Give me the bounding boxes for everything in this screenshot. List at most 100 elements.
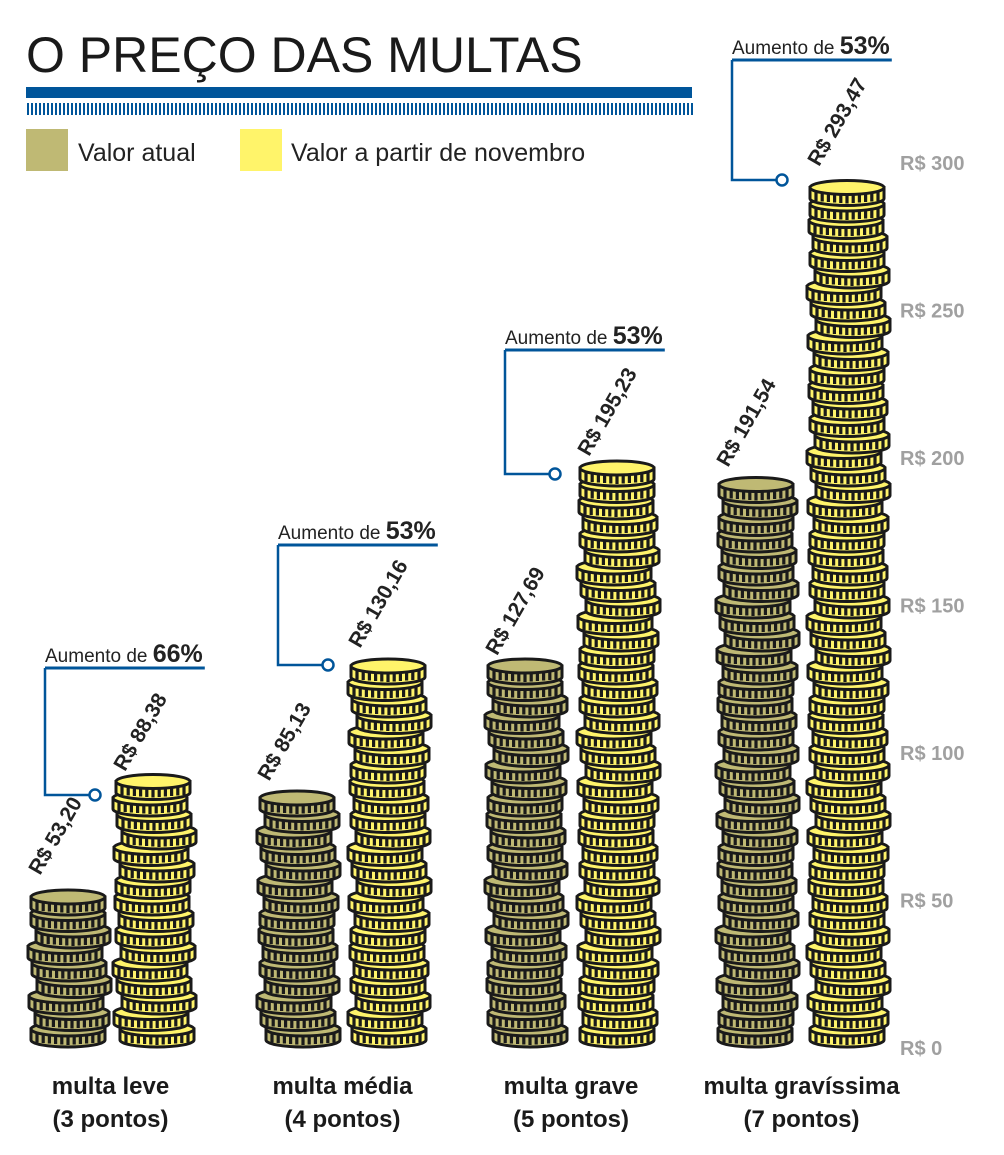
coin-ridge — [867, 734, 871, 747]
coin-ridge — [845, 321, 849, 335]
coin-ridge — [124, 866, 128, 878]
coin-ridge — [597, 585, 601, 598]
coin-ridge — [811, 948, 815, 960]
legend-label-novo: Valor a partir de novembro — [291, 139, 585, 167]
coin-ridge — [290, 1014, 294, 1028]
coin-ridge — [361, 767, 365, 779]
coin-ridge — [753, 701, 757, 715]
coin-ridge — [876, 915, 880, 927]
coin-ridge — [864, 701, 868, 714]
coin-ridge — [770, 998, 774, 1011]
coin-ridge — [723, 899, 727, 911]
coin-ridge — [615, 932, 619, 946]
coin-ridge — [851, 255, 855, 269]
coin-ridge — [155, 1031, 159, 1045]
coin-ridge — [723, 734, 727, 746]
coin-ridge — [618, 734, 622, 748]
coin-ridge — [839, 585, 843, 599]
coin-ridge — [610, 750, 614, 764]
coin-ridge — [170, 932, 174, 945]
coin-ridge — [170, 882, 174, 895]
coin-ridge — [819, 767, 823, 779]
coin-ridge — [634, 486, 638, 499]
coin-ridge — [182, 932, 186, 944]
coin-ridge — [851, 321, 855, 336]
coin-ridge — [879, 239, 883, 251]
coin-ridge — [547, 981, 551, 994]
coin-ridge — [386, 932, 390, 946]
coin-ridge — [270, 866, 274, 878]
coin-ridge — [612, 734, 616, 748]
coin-ridge — [842, 948, 846, 963]
coin-ridge — [545, 717, 549, 730]
coin-ridge — [729, 635, 733, 647]
coin-ridge — [601, 618, 605, 632]
coin-ridge — [163, 783, 167, 797]
coin-ridge — [645, 717, 649, 730]
coin-stack-novo — [575, 459, 662, 1049]
coin-ridge — [72, 915, 76, 929]
coin-ridge — [874, 833, 878, 845]
coin-ridge — [142, 965, 146, 979]
coin-ridge — [875, 717, 879, 729]
coin-ridge — [535, 965, 539, 978]
coin-ridge — [621, 486, 625, 500]
coin-ridge — [609, 536, 613, 550]
coin-ridge — [858, 305, 862, 318]
coin-ridge — [865, 305, 869, 318]
coin-ridge — [54, 915, 58, 929]
coin-ridge — [587, 569, 591, 581]
coin-ridge — [145, 932, 149, 946]
coin-ridge — [751, 767, 755, 781]
coin-ridge — [779, 519, 783, 532]
coin-ridge — [300, 981, 304, 996]
coin-ridge — [640, 981, 644, 994]
coin-ridge — [361, 717, 365, 729]
coin-ridge — [729, 684, 733, 697]
coin-ridge — [508, 882, 512, 896]
coin-ridge — [613, 965, 617, 979]
coin-ridge — [867, 948, 871, 961]
coin-ridge — [857, 536, 861, 549]
coin-ridge — [619, 948, 623, 962]
coin-ridge — [735, 519, 739, 532]
coin-ridge — [757, 602, 761, 616]
coin-ridge — [150, 948, 154, 962]
coin-ridge — [870, 189, 874, 202]
coin-ridge — [759, 1031, 763, 1045]
coin-ridge — [765, 915, 769, 929]
coin-ridge — [770, 932, 774, 945]
coin-ridge — [760, 1014, 764, 1028]
coin-ridge — [559, 866, 563, 878]
coin-ridge — [311, 998, 315, 1011]
coin-ridge — [359, 899, 363, 911]
coin-ridge — [747, 585, 751, 599]
coin-ridge — [779, 800, 783, 813]
coin-ridge — [379, 833, 383, 846]
coin-ridge — [826, 915, 830, 928]
coin-ridge — [862, 767, 866, 780]
coin-ridge — [362, 1031, 366, 1043]
coin-ridge — [843, 354, 847, 368]
coin-ridge — [851, 701, 855, 715]
coin-ridge — [641, 750, 645, 763]
coin-ridge — [66, 899, 70, 913]
coin-ridge — [861, 948, 865, 961]
coin-ridge — [124, 1014, 128, 1027]
coin-ridge — [594, 618, 598, 631]
coin-ridge — [554, 965, 558, 977]
coin-ridge — [390, 915, 394, 930]
coin-ridge — [596, 932, 600, 944]
coin-ridge — [294, 816, 298, 830]
coin-ridge — [545, 882, 549, 895]
coin-ridge — [603, 866, 607, 879]
coin-ridge — [404, 882, 408, 896]
coin-ridge — [811, 783, 815, 795]
coin-ridge — [870, 486, 874, 499]
coin-ridge — [867, 899, 871, 912]
coin-ridge — [772, 536, 776, 549]
coin-ridge — [414, 965, 418, 977]
coin-ridge — [851, 1031, 855, 1045]
coin-ridge — [857, 981, 861, 995]
coin-ridge — [873, 734, 877, 746]
